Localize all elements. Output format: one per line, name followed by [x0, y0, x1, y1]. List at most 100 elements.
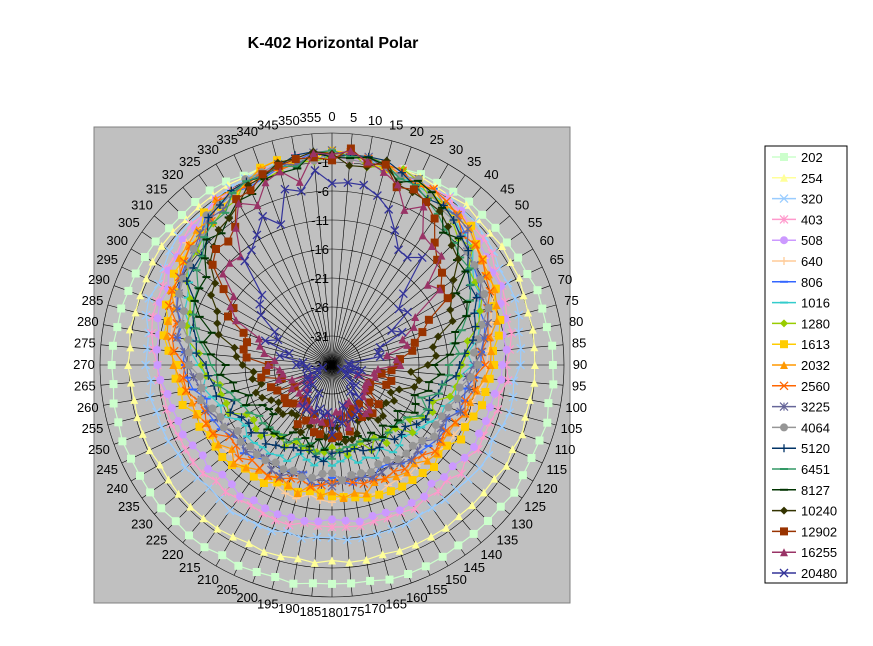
legend-label: 806 [801, 275, 823, 290]
data-point [454, 254, 463, 263]
data-point [538, 304, 547, 313]
data-point [147, 328, 157, 338]
data-point [181, 445, 191, 454]
data-point [213, 524, 222, 533]
data-point [429, 343, 438, 352]
data-point [300, 516, 309, 525]
data-point [267, 526, 276, 536]
data-point [362, 489, 371, 498]
data-point [328, 443, 336, 452]
data-point [479, 488, 488, 497]
data-point [312, 532, 322, 542]
data-point [478, 210, 487, 219]
data-point [181, 386, 191, 396]
data-point [375, 443, 384, 452]
data-point [232, 352, 241, 361]
data-point [452, 485, 461, 494]
data-point [249, 496, 258, 505]
data-point [548, 341, 557, 350]
data-point [503, 375, 513, 385]
data-point [427, 532, 436, 541]
data-point [548, 361, 557, 369]
data-point [411, 312, 420, 321]
data-point [473, 335, 482, 344]
data-point [188, 457, 198, 467]
data-point [232, 316, 241, 325]
data-point [497, 241, 506, 250]
data-point [346, 387, 355, 396]
data-point [397, 430, 406, 439]
data-point [161, 300, 170, 309]
data-point [408, 441, 417, 450]
data-point [156, 422, 166, 432]
legend-item: 1016 [772, 296, 830, 311]
data-point [350, 362, 360, 372]
legend-label: 1016 [801, 296, 830, 311]
data-point [502, 238, 511, 247]
data-point [461, 423, 470, 432]
data-point [415, 376, 424, 385]
data-point [153, 314, 162, 323]
data-point [299, 395, 308, 403]
data-point [327, 533, 337, 543]
data-point [175, 253, 184, 262]
data-point [438, 268, 446, 277]
data-point [328, 469, 336, 477]
legend-label: 12902 [801, 524, 837, 539]
data-point [347, 435, 356, 444]
data-point [249, 472, 258, 481]
data-point [127, 454, 135, 463]
data-point [477, 347, 487, 357]
legend-item: 2032 [772, 358, 830, 373]
data-point [236, 492, 244, 501]
data-point [490, 389, 499, 398]
data-point [503, 278, 513, 288]
data-point [130, 395, 139, 404]
data-point [296, 446, 305, 455]
data-point [440, 495, 450, 505]
legend-label: 6451 [801, 462, 830, 477]
data-point [470, 443, 478, 451]
data-point [374, 460, 383, 468]
data-point [206, 431, 215, 440]
legend-item: 1280 [772, 316, 830, 331]
angle-label: 20 [410, 124, 424, 139]
data-point [440, 473, 449, 482]
data-point [496, 315, 505, 324]
data-point [358, 533, 367, 543]
data-point [476, 275, 485, 284]
data-point [296, 428, 305, 437]
data-point [259, 479, 268, 487]
data-point [131, 308, 140, 317]
data-point [375, 352, 385, 361]
angle-label: 290 [88, 272, 110, 287]
data-point [373, 365, 382, 374]
data-point [218, 269, 227, 278]
data-point [253, 201, 262, 210]
legend: 202 254 320 403 508 640 806 1016 1280 1613 2032 256… [772, 150, 837, 581]
data-point [533, 286, 542, 295]
radial-tick-label: -31 [310, 329, 329, 344]
data-point [297, 473, 306, 482]
data-point [435, 207, 444, 216]
data-point [464, 246, 473, 255]
data-point [451, 371, 460, 380]
data-point [423, 280, 432, 289]
data-point [305, 446, 314, 455]
data-point [242, 463, 251, 472]
data-point [480, 374, 489, 383]
data-point [430, 463, 438, 471]
data-point [527, 454, 536, 462]
legend-marker [780, 527, 788, 536]
data-point [257, 373, 266, 382]
angle-label: 285 [82, 293, 104, 308]
legend-marker [780, 423, 788, 432]
data-point [262, 366, 271, 375]
legend-label: 640 [801, 254, 823, 269]
data-point [239, 328, 248, 337]
data-point [280, 394, 289, 403]
data-point [377, 369, 386, 378]
data-point [457, 435, 466, 444]
angle-label: 245 [96, 462, 118, 477]
data-point [199, 514, 208, 523]
